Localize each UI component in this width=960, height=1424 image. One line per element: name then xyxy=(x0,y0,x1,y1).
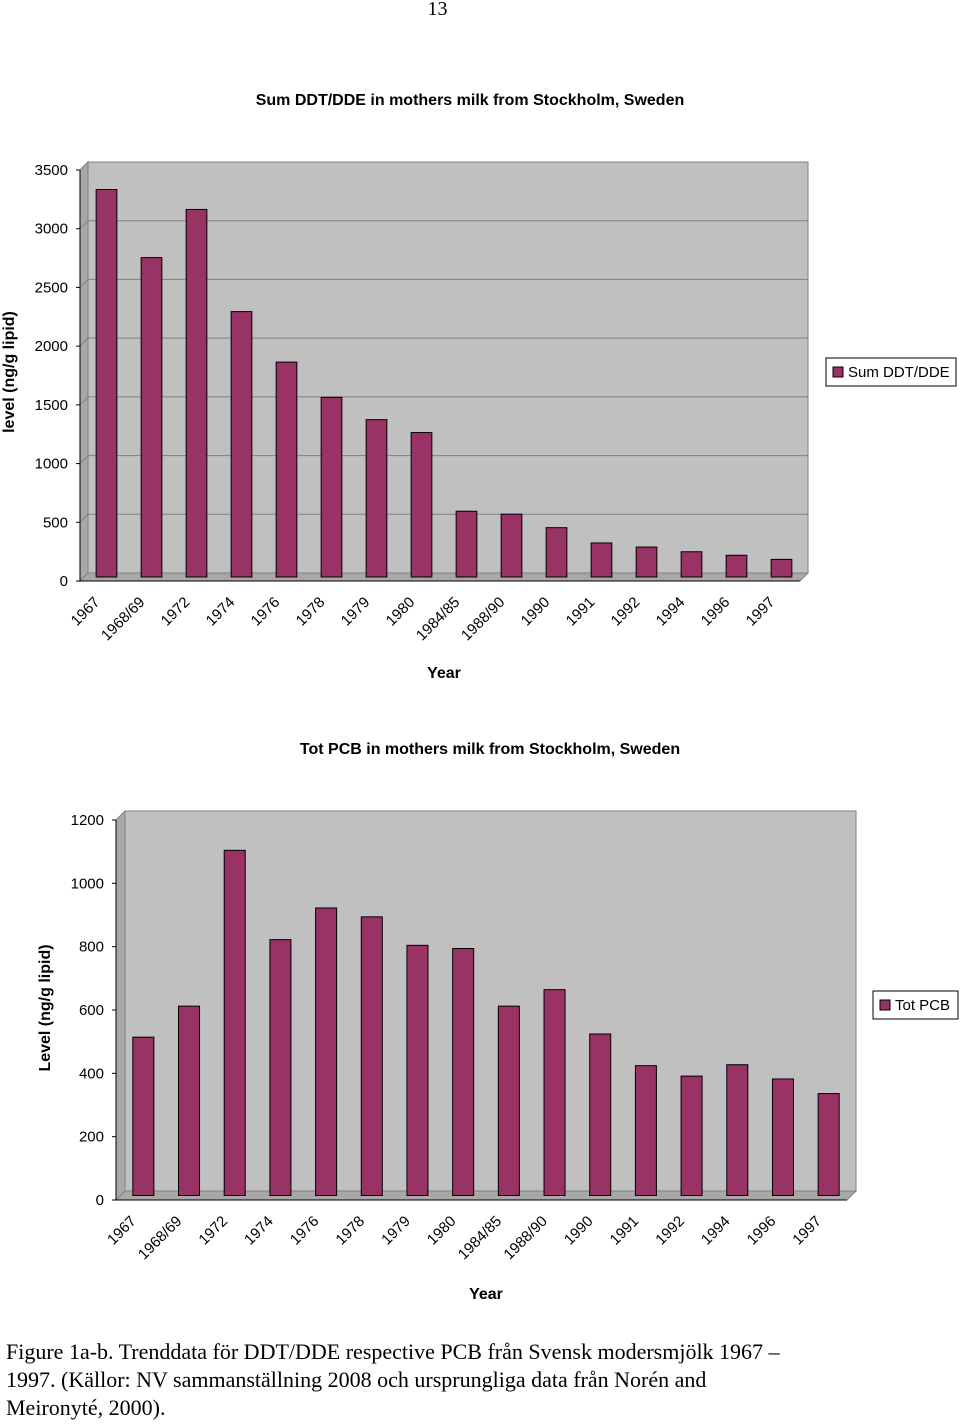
legend-swatch xyxy=(832,366,844,378)
bar xyxy=(589,1033,612,1196)
chart2-title: Tot PCB in mothers milk from Stockholm, … xyxy=(299,741,681,758)
chart1-title: Sum DDT/DDE in mothers milk from Stockho… xyxy=(255,92,685,109)
bar xyxy=(140,257,163,578)
y-tick-label: 500 xyxy=(43,514,68,531)
plot-side-wall xyxy=(115,809,126,1202)
gridline xyxy=(79,337,808,347)
bar xyxy=(315,907,338,1196)
bar xyxy=(360,916,383,1196)
caption-line-2: 1997. (Källor: NV sammanställning 2008 o… xyxy=(6,1367,707,1392)
page-number: 13 xyxy=(427,0,448,20)
bar xyxy=(500,513,523,578)
bar xyxy=(497,1005,520,1197)
x-axis-title: Year xyxy=(427,665,461,682)
y-tick-label: 3500 xyxy=(35,162,68,179)
x-tick-label: 1974 xyxy=(241,1213,277,1249)
bar xyxy=(726,1064,749,1197)
bar xyxy=(275,361,298,578)
x-tick-label: 1990 xyxy=(561,1213,597,1249)
bar xyxy=(771,1078,794,1197)
gridline xyxy=(79,220,808,230)
bar xyxy=(132,1036,155,1196)
bar xyxy=(817,1093,840,1196)
legend-label: Sum DDT/DDE xyxy=(848,364,950,381)
x-tick-label: 1972 xyxy=(195,1213,231,1249)
y-tick-label: 3000 xyxy=(35,221,68,238)
bar xyxy=(320,396,343,578)
x-tick-label: 1979 xyxy=(378,1213,414,1249)
figure-caption: Figure 1a-b. Trenddata för DDT/DDE respe… xyxy=(6,1338,946,1422)
y-tick-label: 600 xyxy=(79,1002,104,1019)
x-tick-label: 1992 xyxy=(652,1213,688,1249)
bar xyxy=(223,849,246,1196)
y-tick-label: 200 xyxy=(79,1129,104,1146)
bar xyxy=(455,510,478,578)
x-tick-label: 1988/90 xyxy=(500,1213,550,1263)
caption-line-3: Meironyté, 2000). xyxy=(6,1395,166,1420)
bar xyxy=(680,551,703,578)
x-tick-label: 1994 xyxy=(698,1213,734,1249)
bar xyxy=(452,948,475,1196)
gridline xyxy=(79,396,808,406)
bar xyxy=(185,208,208,578)
gridline xyxy=(79,278,808,288)
bar xyxy=(269,939,292,1197)
y-tick-label: 800 xyxy=(79,939,104,956)
x-tick-label: 1984/85 xyxy=(455,1213,505,1263)
y-axis-title: level (ng/g lipid) xyxy=(1,311,18,433)
legend-box xyxy=(825,357,957,387)
y-tick-label: 2500 xyxy=(35,279,68,296)
gridline xyxy=(79,513,808,523)
x-tick-label: 1978 xyxy=(332,1213,368,1249)
bar xyxy=(178,1005,201,1197)
y-tick-label: 1000 xyxy=(35,456,68,473)
y-tick-label: 1200 xyxy=(71,812,104,829)
bar xyxy=(95,188,118,578)
y-tick-label: 1000 xyxy=(71,875,104,892)
x-tick-label: 1997 xyxy=(789,1213,825,1249)
bar xyxy=(406,944,429,1196)
bar xyxy=(545,527,568,578)
gridline xyxy=(79,455,808,464)
bar xyxy=(230,311,253,578)
y-tick-label: 0 xyxy=(60,573,68,590)
x-tick-label: 1968/69 xyxy=(135,1213,185,1263)
bar xyxy=(543,989,566,1197)
x-tick-label: 1980 xyxy=(424,1213,460,1249)
y-tick-label: 1500 xyxy=(35,397,68,414)
bar xyxy=(635,546,658,578)
bar xyxy=(770,558,793,578)
x-tick-label: 1996 xyxy=(744,1213,780,1249)
bar xyxy=(634,1065,657,1196)
gridline xyxy=(79,161,808,171)
y-tick-label: 2000 xyxy=(35,338,68,355)
legend-swatch xyxy=(879,999,891,1011)
legend-label: Tot PCB xyxy=(895,997,950,1014)
x-axis-title: Year xyxy=(469,1286,503,1303)
bar xyxy=(590,542,613,578)
y-tick-label: 400 xyxy=(79,1065,104,1082)
bar xyxy=(410,432,433,578)
y-tick-label: 0 xyxy=(96,1192,104,1209)
x-tick-label: 1967 xyxy=(104,1213,140,1249)
caption-line-1: Figure 1a-b. Trenddata för DDT/DDE respe… xyxy=(6,1339,780,1364)
x-tick-label: 1976 xyxy=(287,1213,323,1249)
bar xyxy=(365,419,388,578)
bar xyxy=(680,1075,703,1197)
bar xyxy=(725,554,748,578)
x-tick-label: 1991 xyxy=(607,1213,643,1249)
y-axis-title: Level (ng/g lipid) xyxy=(37,944,54,1071)
